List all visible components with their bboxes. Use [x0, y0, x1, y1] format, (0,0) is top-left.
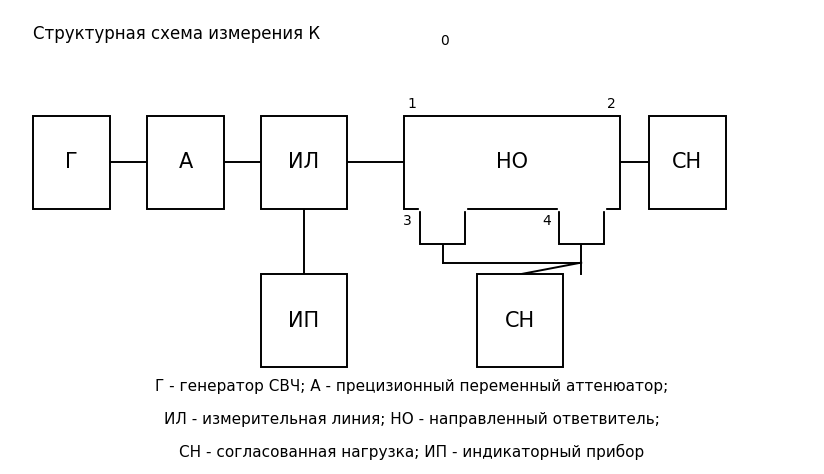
Text: Структурная схема измерения К: Структурная схема измерения К [33, 25, 320, 43]
Text: Г: Г [65, 153, 77, 173]
Bar [404, 116, 620, 209]
Text: СН: СН [672, 153, 702, 173]
Text: 1: 1 [408, 97, 417, 111]
Bar [648, 116, 726, 209]
Bar [261, 116, 347, 209]
Text: ИЛ - измерительная линия; НО - направленный ответвитель;: ИЛ - измерительная линия; НО - направлен… [164, 411, 660, 427]
Text: ИЛ: ИЛ [288, 153, 320, 173]
Bar [477, 274, 563, 367]
Text: НО: НО [496, 153, 528, 173]
Bar [559, 209, 604, 244]
Bar [420, 209, 465, 244]
Text: Г - генератор СВЧ; А - прецизионный переменный аттенюатор;: Г - генератор СВЧ; А - прецизионный пере… [156, 379, 668, 394]
Text: ИП: ИП [288, 311, 320, 331]
Text: 4: 4 [542, 214, 550, 228]
Bar [33, 116, 110, 209]
Text: 3: 3 [403, 214, 412, 228]
Bar [147, 116, 224, 209]
Text: 0: 0 [441, 35, 449, 48]
Text: СН - согласованная нагрузка; ИП - индикаторный прибор: СН - согласованная нагрузка; ИП - индика… [180, 444, 644, 460]
Text: 2: 2 [607, 97, 616, 111]
Text: А: А [179, 153, 193, 173]
Bar [261, 274, 347, 367]
Text: СН: СН [505, 311, 535, 331]
